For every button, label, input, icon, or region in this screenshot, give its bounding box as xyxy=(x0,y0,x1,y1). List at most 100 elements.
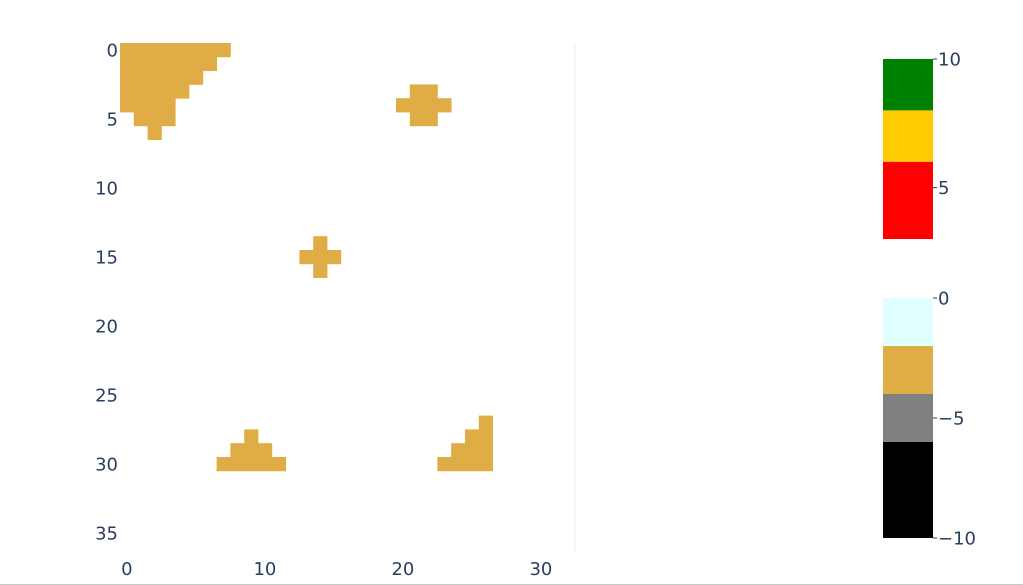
heatmap-cell xyxy=(409,98,424,113)
cell-group-middle-cross xyxy=(299,236,342,278)
heatmap-cell xyxy=(147,43,162,58)
heatmap-cell xyxy=(133,84,148,99)
heatmap-cell xyxy=(465,429,480,444)
heatmap-cell xyxy=(327,250,342,265)
heatmap-cell xyxy=(161,112,176,127)
heatmap-cell xyxy=(478,457,493,472)
colorbar-band xyxy=(883,298,933,346)
heatmap-cell xyxy=(147,125,162,140)
heatmap-cell xyxy=(478,443,493,458)
heatmap-cell xyxy=(423,112,438,127)
heatmap-cell xyxy=(271,457,286,472)
heatmap-cell xyxy=(299,250,314,265)
y-tick-label: 30 xyxy=(95,454,118,475)
colorbar-band xyxy=(883,394,933,442)
colorbar-band xyxy=(883,161,933,239)
x-tick-label: 10 xyxy=(253,559,276,580)
x-tick-label: 20 xyxy=(391,559,414,580)
heatmap-cell xyxy=(189,56,204,71)
heatmap-cell xyxy=(396,98,411,113)
heatmap-cell xyxy=(258,443,273,458)
y-axis-ticks: 0 5 10 15 20 25 30 35 xyxy=(95,40,118,544)
heatmap-cell xyxy=(409,84,424,99)
heatmap-cell xyxy=(161,98,176,113)
heatmap-cells xyxy=(120,43,493,472)
heatmap-cell xyxy=(478,429,493,444)
x-tick-label: 0 xyxy=(121,559,132,580)
heatmap-cell xyxy=(133,43,148,58)
y-tick-label: 0 xyxy=(107,40,118,61)
heatmap-cell xyxy=(133,112,148,127)
colorbar-band xyxy=(883,346,933,394)
colorbar-tick-label: 5 xyxy=(938,178,949,199)
heatmap-cell xyxy=(409,112,424,127)
y-tick-label: 5 xyxy=(107,109,118,130)
heatmap-cell xyxy=(202,43,217,58)
heatmap-cell xyxy=(161,43,176,58)
heatmap-cell xyxy=(258,457,273,472)
heatmap-cell xyxy=(175,43,190,58)
x-axis-ticks: 0 10 20 30 xyxy=(121,559,552,580)
heatmap-cell xyxy=(465,457,480,472)
heatmap-cell xyxy=(133,56,148,71)
heatmap-cell xyxy=(202,56,217,71)
heatmap-cell xyxy=(120,43,135,58)
heatmap-cell xyxy=(120,98,135,113)
cell-group-bottom-left-pyramid xyxy=(216,429,286,472)
heatmap-cell xyxy=(230,457,245,472)
heatmap-cell xyxy=(313,236,328,251)
heatmap-cell xyxy=(175,70,190,85)
heatmap-cell xyxy=(244,429,259,444)
heatmap-cell xyxy=(437,457,452,472)
heatmap-cell xyxy=(437,98,452,113)
colorbar-tick-label: 10 xyxy=(938,50,961,71)
heatmap-cell xyxy=(120,56,135,71)
x-tick-label: 30 xyxy=(529,559,552,580)
heatmap-cell xyxy=(147,70,162,85)
heatmap-cell xyxy=(133,70,148,85)
heatmap-cell xyxy=(216,457,231,472)
heatmap-cell xyxy=(161,70,176,85)
heatmap-cell xyxy=(451,443,466,458)
colorbar-band xyxy=(883,442,933,538)
heatmap-cell xyxy=(465,443,480,458)
heatmap-cell xyxy=(189,70,204,85)
heatmap-cell xyxy=(244,443,259,458)
y-tick-label: 10 xyxy=(95,178,118,199)
heatmap-cell xyxy=(230,443,245,458)
heatmap-cell xyxy=(175,56,190,71)
heatmap-cell xyxy=(161,84,176,99)
colorbars: 10 5 0 −5 −10 xyxy=(883,50,976,550)
y-tick-label: 35 xyxy=(95,523,118,544)
colorbar-lower: 0 −5 −10 xyxy=(883,289,976,550)
cell-group-bottom-right-stair xyxy=(437,415,493,472)
heatmap-cell xyxy=(175,84,190,99)
heatmap-cell xyxy=(216,43,231,58)
cell-group-top-left-triangle xyxy=(120,43,231,140)
heatmap-cell xyxy=(120,70,135,85)
y-tick-label: 15 xyxy=(95,247,118,268)
colorbar-tick-label: 0 xyxy=(938,289,949,310)
heatmap-cell xyxy=(161,56,176,71)
heatmap-cell xyxy=(451,457,466,472)
colorbar-band xyxy=(883,59,933,111)
colorbar-upper: 10 5 xyxy=(883,50,961,239)
y-tick-label: 25 xyxy=(95,385,118,406)
cell-group-top-right-cross xyxy=(396,84,452,127)
heatmap-cell xyxy=(133,98,148,113)
colorbar-tick-label: −10 xyxy=(938,529,976,550)
heatmap-cell xyxy=(423,84,438,99)
heatmap-cell xyxy=(147,98,162,113)
heatmap-cell xyxy=(478,415,493,430)
heatmap-cell xyxy=(147,56,162,71)
heatmap-cell xyxy=(189,43,204,58)
heatmap-cell xyxy=(147,84,162,99)
heatmap-cell xyxy=(147,112,162,127)
heatmap-cell xyxy=(423,98,438,113)
colorbar-band xyxy=(883,110,933,162)
heatmap-cell xyxy=(313,263,328,278)
colorbar-tick-label: −5 xyxy=(938,409,965,430)
heatmap-cell xyxy=(244,457,259,472)
heatmap-cell xyxy=(313,250,328,265)
